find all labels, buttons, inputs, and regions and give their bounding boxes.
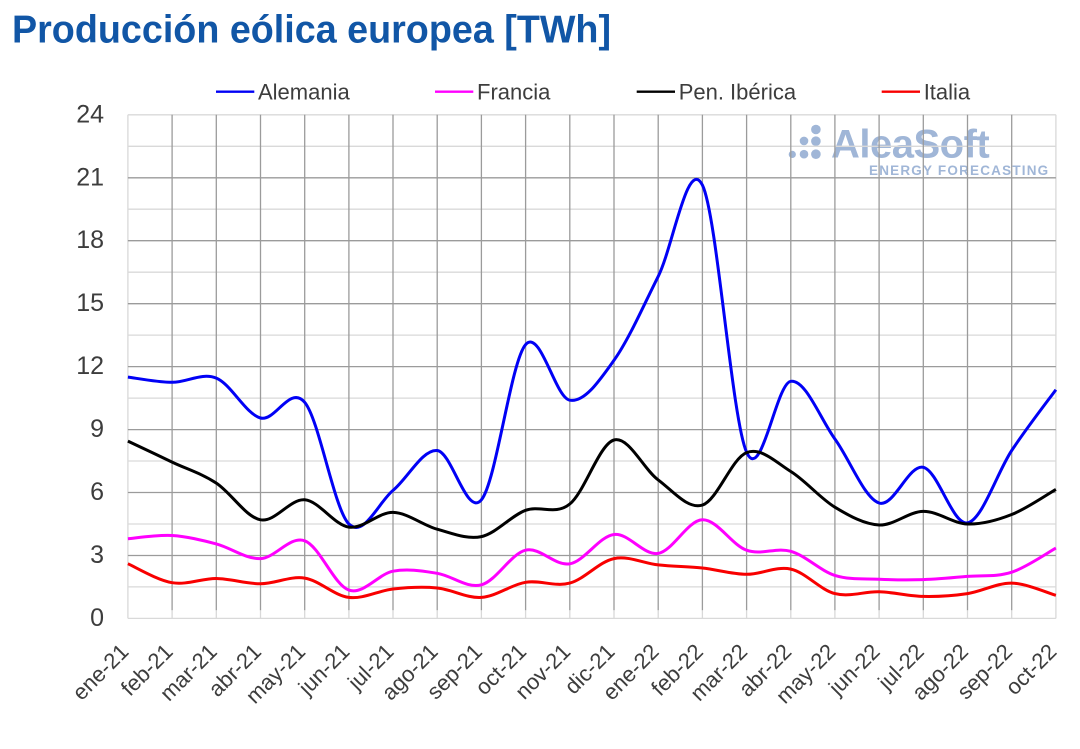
svg-text:6: 6	[90, 478, 104, 506]
svg-text:9: 9	[90, 415, 104, 443]
svg-text:12: 12	[76, 352, 104, 380]
svg-text:24: 24	[76, 100, 104, 128]
svg-text:Alemania: Alemania	[258, 80, 350, 105]
svg-text:AleaSoft: AleaSoft	[831, 123, 989, 167]
svg-text:21: 21	[76, 163, 104, 191]
svg-text:Francia: Francia	[477, 80, 551, 105]
svg-text:18: 18	[76, 226, 104, 254]
svg-text:Pen. Ibérica: Pen. Ibérica	[679, 80, 797, 105]
svg-text:0: 0	[90, 604, 104, 632]
svg-text:ENERGY FORECASTING: ENERGY FORECASTING	[869, 163, 1049, 178]
svg-text:Producción eólica europea [TWh: Producción eólica europea [TWh]	[12, 9, 611, 52]
svg-text:3: 3	[90, 541, 104, 569]
svg-text:15: 15	[76, 289, 104, 317]
svg-text:Italia: Italia	[924, 80, 971, 105]
